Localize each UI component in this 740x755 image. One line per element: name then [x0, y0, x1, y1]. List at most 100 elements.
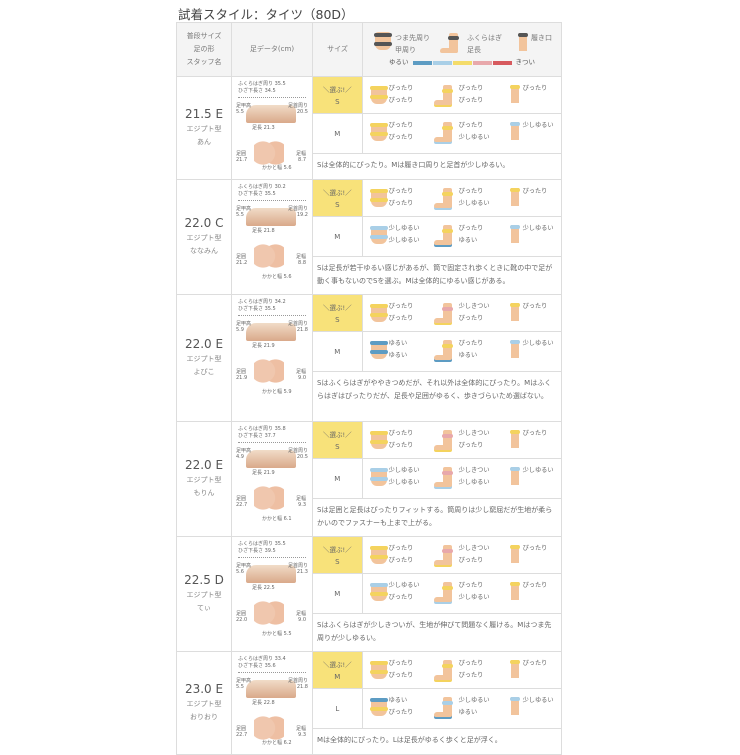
measure-instep_g: 足首周り 21.8	[288, 678, 308, 690]
measure-value: 5.5	[236, 684, 244, 690]
foot-shape: エジプト型	[186, 124, 222, 133]
foot-sole	[433, 675, 452, 680]
measure-label: 足幅	[295, 151, 306, 157]
measure-value: 5.5	[236, 109, 244, 115]
calf-fit: ぴったり	[458, 122, 484, 129]
boot-fit-icon	[509, 430, 520, 448]
length-fit: ぴったり	[458, 442, 484, 449]
toe-band	[369, 546, 388, 550]
toe-icon	[374, 32, 392, 50]
fit-icons: ぴったり ぴったり 少しきつい ぴったり ぴったり	[363, 537, 561, 573]
size-cell: ＼選ぶ!／ M	[313, 652, 363, 688]
measure-label: 足首周り	[287, 563, 308, 569]
legend-opening: 履き口	[531, 34, 552, 42]
length-fit: 少しゆるい	[458, 594, 490, 601]
measure-label: かかと幅	[262, 389, 283, 395]
calf-band	[441, 701, 453, 705]
measure-value: 21.8	[296, 684, 308, 690]
measure-instep_h: 足甲高 5.5	[236, 678, 251, 690]
measure-label: ひざ下長さ	[238, 191, 264, 197]
scale-swatch	[472, 60, 492, 65]
calf-fit: 少しきつい	[458, 430, 490, 437]
size-result: M 少しゆるい 少しゆるい 少しきつい 少しゆるい 少しゆるい	[313, 459, 561, 499]
foot-side-photo	[246, 680, 296, 698]
measure-label: 足囲	[236, 369, 247, 375]
measure-calf: ふくらはぎ周り 33.4	[238, 656, 286, 662]
instep-band	[369, 592, 388, 596]
toe-band	[369, 304, 388, 308]
calf-fit: ぴったり	[458, 340, 484, 347]
measure-value: 9.3	[298, 502, 306, 508]
foot-side-photo	[246, 323, 296, 341]
leg-fit-icon	[433, 122, 453, 142]
boot-icon	[518, 33, 528, 51]
length-fit: ぴったり	[458, 672, 484, 679]
fit-results: ＼選ぶ!／ S ぴったり ぴったり ぴったり 少しゆるい ぴったり M 少しゆるい 少しゆるい ぴっ…	[312, 180, 562, 294]
leg-fit-icon	[433, 85, 453, 105]
leg-fit-icon	[433, 188, 453, 208]
staff-row: 21.5 E エジプト型 あん ふくらはぎ周り 35.5 ひざ下長さ 34.5 足甲高 5.…	[176, 77, 562, 180]
opening-band	[509, 582, 520, 586]
measure-value: 5.9	[283, 389, 292, 395]
calf-fit: ぴったり	[458, 85, 484, 92]
toe-band	[369, 698, 388, 702]
toe-fit-icon	[369, 468, 388, 486]
instep-band	[369, 555, 388, 559]
table-header: 普段サイズ 足の形 スタッフ名 足データ(cm) サイズ つま先周り 甲周り ふくら…	[176, 23, 562, 77]
calf-band	[441, 126, 453, 130]
size-cell: ＼選ぶ!／ S	[313, 295, 363, 331]
fit-icons: ぴったり ぴったり ぴったり ぴったり ぴったり	[363, 77, 561, 113]
measure-width: 足幅 9.0	[296, 611, 306, 623]
measure-value: 5.9	[236, 327, 244, 333]
foot-shape: エジプト型	[186, 233, 222, 242]
measure-label: かかと幅	[262, 516, 283, 522]
size-cell: ＼選ぶ!／ S	[313, 537, 363, 573]
calf-band	[441, 307, 453, 311]
measure-value: 5.6	[283, 274, 292, 280]
boot-fit-icon	[509, 467, 520, 485]
measure-value: 9.0	[298, 375, 306, 381]
size-result: M 少しゆるい 少しゆるい ぴったり ゆるい 少しゆるい	[313, 217, 561, 257]
leg-icon	[440, 33, 459, 53]
opening-band	[509, 660, 520, 664]
toe-fit: ぴったり	[388, 545, 414, 552]
measure-value: 22.7	[236, 502, 248, 508]
instep-fit: 少しゆるい	[388, 237, 420, 244]
measure-value: 34.5	[264, 88, 276, 94]
boot-fit-icon	[509, 545, 520, 563]
foot-sole	[433, 482, 452, 487]
measure-value: 35.8	[274, 426, 286, 432]
feet-top-photo	[254, 478, 284, 518]
measure-label: ふくらはぎ周り	[238, 656, 274, 662]
toe-band	[369, 431, 388, 435]
dotted-divider	[238, 97, 306, 98]
measure-knee: ひざ下長さ 35.6	[238, 663, 276, 669]
recommended-badge: ＼選ぶ!／	[323, 189, 352, 197]
measure-knee: ひざ下長さ 35.5	[238, 306, 276, 312]
staff-row: 22.0 E エジプト型 よぴこ ふくらはぎ周り 34.2 ひざ下長さ 35.5 足甲高 5…	[176, 295, 562, 422]
measure-girth: 足囲 22.7	[236, 496, 247, 508]
foot-sole	[433, 712, 452, 717]
measure-value: 34.2	[274, 299, 286, 305]
usual-size: 22.0 C	[184, 215, 224, 230]
toe-fit: 少しゆるい	[388, 467, 420, 474]
measure-value: 5.5	[236, 212, 244, 218]
recommended-badge: ＼選ぶ!／	[323, 431, 352, 439]
usual-size: 22.0 E	[184, 336, 224, 351]
fit-results: ＼選ぶ!／ S ぴったり ぴったり ぴったり ぴったり ぴったり M ぴったり ぴったり ぴったり少…	[312, 77, 562, 179]
measure-value: 35.6	[264, 663, 276, 669]
scale-tight-label: きつい	[515, 58, 536, 66]
size-result: ＼選ぶ!／ S ぴったり ぴったり 少しきつい ぴったり ぴったり	[313, 422, 561, 459]
calf-band	[441, 229, 453, 233]
fit-icons: ぴったり ぴったり ぴったり ぴったり ぴったり	[363, 652, 561, 688]
staff-name: おりおり	[190, 712, 218, 721]
measure-label: 足甲高	[236, 448, 252, 454]
opening-fit: ぴったり	[522, 430, 548, 437]
size-cell: ＼選ぶ!／ S	[313, 422, 363, 458]
fit-icons: ぴったり ぴったり ぴったり 少しゆるい ぴったり	[363, 180, 561, 216]
foot-measurements: ふくらはぎ周り 35.8 ひざ下長さ 37.7 足甲高 4.9 足首周り 20.5 足長 2…	[231, 422, 312, 536]
measure-value: 5.6	[236, 569, 244, 575]
leg-fit-icon	[433, 340, 453, 360]
toe-fit-icon	[369, 698, 388, 716]
size-result: M 少しゆるい ぴったり ぴったり 少しゆるい ぴったり	[313, 574, 561, 614]
